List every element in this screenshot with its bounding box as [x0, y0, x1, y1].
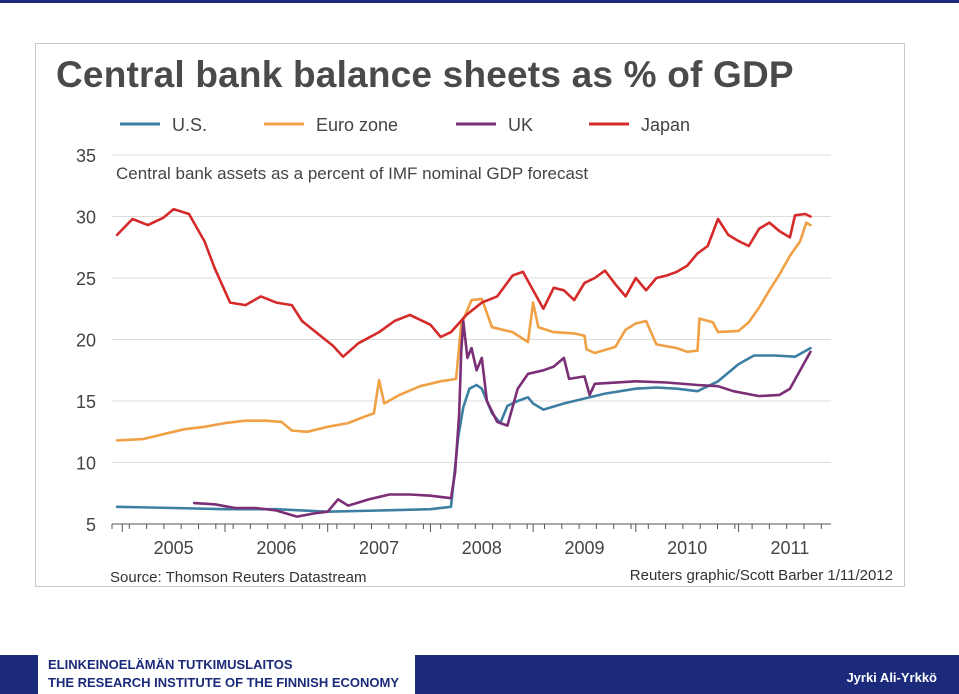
legend-label-0: U.S.	[172, 115, 207, 135]
x-tick-label-2009: 2009	[564, 538, 604, 558]
x-tick-label-2007: 2007	[359, 538, 399, 558]
y-tick-label-30: 30	[76, 208, 96, 228]
chart-svg: 35 30 25 20 15 10 5 2005 2006 2007 2008 2009 2010 201…	[76, 115, 893, 586]
x-tick-label-2005: 2005	[154, 538, 194, 558]
x-tick-label-2010: 2010	[667, 538, 707, 558]
legend-label-2: UK	[508, 115, 533, 135]
x-tick-label-2011: 2011	[771, 538, 810, 558]
source-note: Source: Thomson Reuters Datastream	[110, 569, 367, 586]
footer-right-block: Jyrki Ali-Yrkkö	[415, 655, 959, 694]
chart-subtitle: Central bank assets as a percent of IMF …	[116, 164, 588, 183]
series-line-2	[192, 319, 812, 518]
series-line-1	[115, 221, 812, 442]
top-rule	[0, 0, 959, 3]
credit-note: Reuters graphic/Scott Barber 1/11/2012	[630, 567, 893, 584]
x-tick-label-2008: 2008	[462, 538, 502, 558]
chart-frame: Central bank balance sheets as % of GDP …	[35, 43, 905, 587]
series-line-0	[115, 346, 812, 514]
legend-label-1: Euro zone	[316, 115, 398, 135]
series-line-3	[115, 207, 812, 359]
y-tick-label-15: 15	[76, 392, 96, 412]
y-tick-label-25: 25	[76, 269, 96, 289]
org-name-finnish: ELINKEINOELÄMÄN TUTKIMUSLAITOS	[48, 657, 293, 672]
y-tick-label-20: 20	[76, 331, 96, 351]
footer-left-block	[0, 655, 38, 694]
chart-title: Central bank balance sheets as % of GDP	[56, 54, 794, 95]
y-tick-label-35: 35	[76, 146, 96, 166]
footer: ELINKEINOELÄMÄN TUTKIMUSLAITOS THE RESEA…	[0, 655, 959, 694]
y-tick-label-10: 10	[76, 454, 96, 474]
x-tick-label-2006: 2006	[256, 538, 296, 558]
author-name: Jyrki Ali-Yrkkö	[846, 670, 937, 685]
y-tick-label-5: 5	[86, 515, 96, 535]
org-name-english: THE RESEARCH INSTITUTE OF THE FINNISH EC…	[48, 675, 400, 690]
legend-label-3: Japan	[641, 115, 690, 135]
